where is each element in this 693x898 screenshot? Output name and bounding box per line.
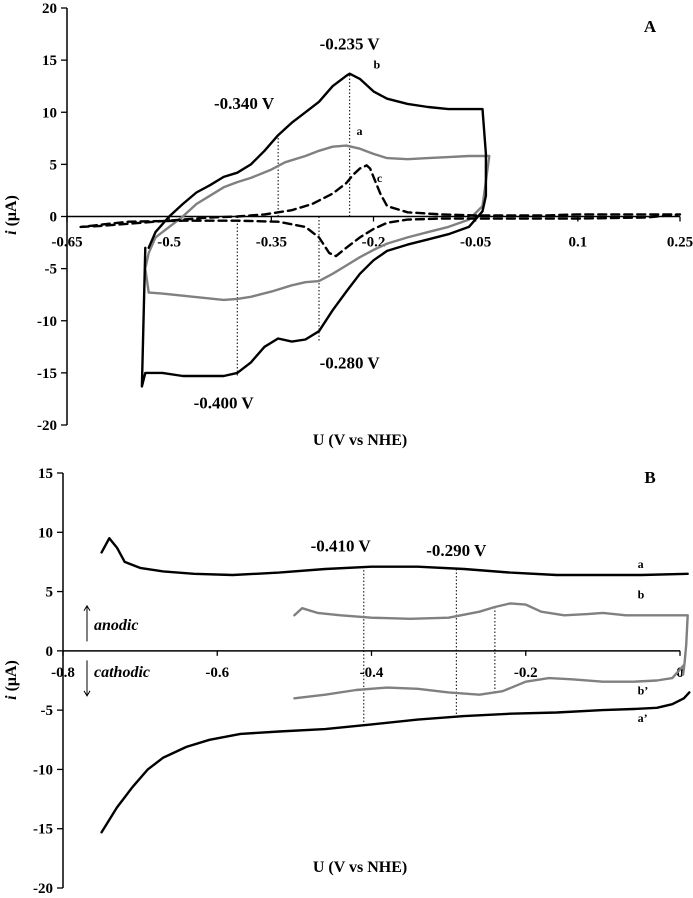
y-tick-label: 15 (38, 466, 53, 482)
series-label: b’ (638, 684, 649, 698)
y-axis-label: i (μA) (3, 195, 20, 235)
y-tick-label: -5 (45, 262, 58, 278)
y-tick-label: -15 (33, 822, 53, 838)
series-line-a (100, 537, 689, 577)
anodic-arrow-head (83, 604, 91, 612)
x-tick-label: -0.5 (157, 235, 181, 251)
series-line-a (144, 144, 491, 302)
cathodic-arrow-head (83, 690, 91, 697)
y-axis-label-symbol: i (3, 695, 20, 700)
x-axis-label: U (V vs NHE) (313, 859, 407, 876)
y-tick-label: 15 (42, 53, 57, 69)
y-tick-label: -5 (41, 703, 54, 719)
x-tick-label: 0.25 (667, 235, 693, 251)
peak-annotation: -0.410 V (311, 536, 372, 555)
peak-annotation: -0.235 V (320, 35, 381, 54)
y-tick-label: -10 (37, 314, 57, 330)
y-tick-label: -20 (37, 418, 57, 434)
y-tick-label: 5 (46, 585, 54, 601)
y-tick-label: 5 (50, 157, 58, 173)
x-tick-label: -0.2 (362, 235, 386, 251)
x-tick-label: -0.6 (205, 665, 229, 681)
series-line-b-prime (293, 663, 686, 700)
y-tick-label: 0 (50, 210, 58, 226)
y-axis-label-symbol: i (3, 230, 20, 235)
x-tick-label: 0 (676, 665, 684, 681)
x-tick-label: -0.05 (460, 235, 491, 251)
cathodic-label: cathodic (94, 664, 150, 681)
y-tick-label: 10 (42, 105, 57, 121)
series-label: a (638, 557, 644, 571)
panel-label: A (644, 17, 657, 36)
y-tick-label: -10 (33, 762, 53, 778)
peak-annotation: -0.400 V (194, 393, 255, 412)
y-axis-label-unit: (μA) (3, 195, 20, 230)
peak-annotation: -0.280 V (320, 354, 381, 373)
series-line-b (293, 602, 689, 676)
y-axis-label-unit: (μA) (3, 660, 20, 695)
series-line-a-prime (100, 691, 691, 834)
y-tick-label: 20 (42, 1, 57, 17)
x-tick-label: -0.4 (360, 665, 384, 681)
x-tick-label: -0.8 (51, 665, 75, 681)
series-label: a’ (638, 711, 648, 725)
x-tick-label: -0.65 (51, 235, 82, 251)
series-label: a (356, 124, 362, 138)
chart-panel-a: -20 -15 -10 -5 0 5 10 15 20 -0.65 -0.5 -0.35 -0.2 -0.… (3, 1, 693, 449)
x-tick-label: 0.1 (568, 235, 587, 251)
panel-label: B (644, 468, 655, 487)
series-label: b (374, 57, 381, 71)
series-label: b (638, 588, 645, 602)
y-axis-label: i (μA) (3, 660, 20, 700)
y-tick-label: 0 (46, 644, 54, 660)
y-tick-label: -15 (37, 366, 57, 382)
series-label: c (377, 171, 383, 185)
x-tick-label: -0.2 (514, 665, 538, 681)
x-tick-label: -0.35 (256, 235, 287, 251)
series-line-c (79, 164, 682, 258)
y-tick-label: -20 (33, 881, 53, 897)
peak-annotation: -0.290 V (426, 541, 487, 560)
anodic-label: anodic (94, 617, 138, 634)
x-axis-label: U (V vs NHE) (313, 432, 407, 449)
peak-annotation: -0.340 V (214, 94, 275, 113)
y-tick-label: 10 (38, 525, 53, 541)
series-line-b (140, 72, 488, 388)
chart-panel-b: -20 -15 -10 -5 0 5 10 15 -0.8 -0.6 -0.4 -0.2 0 U (V v… (3, 466, 691, 897)
